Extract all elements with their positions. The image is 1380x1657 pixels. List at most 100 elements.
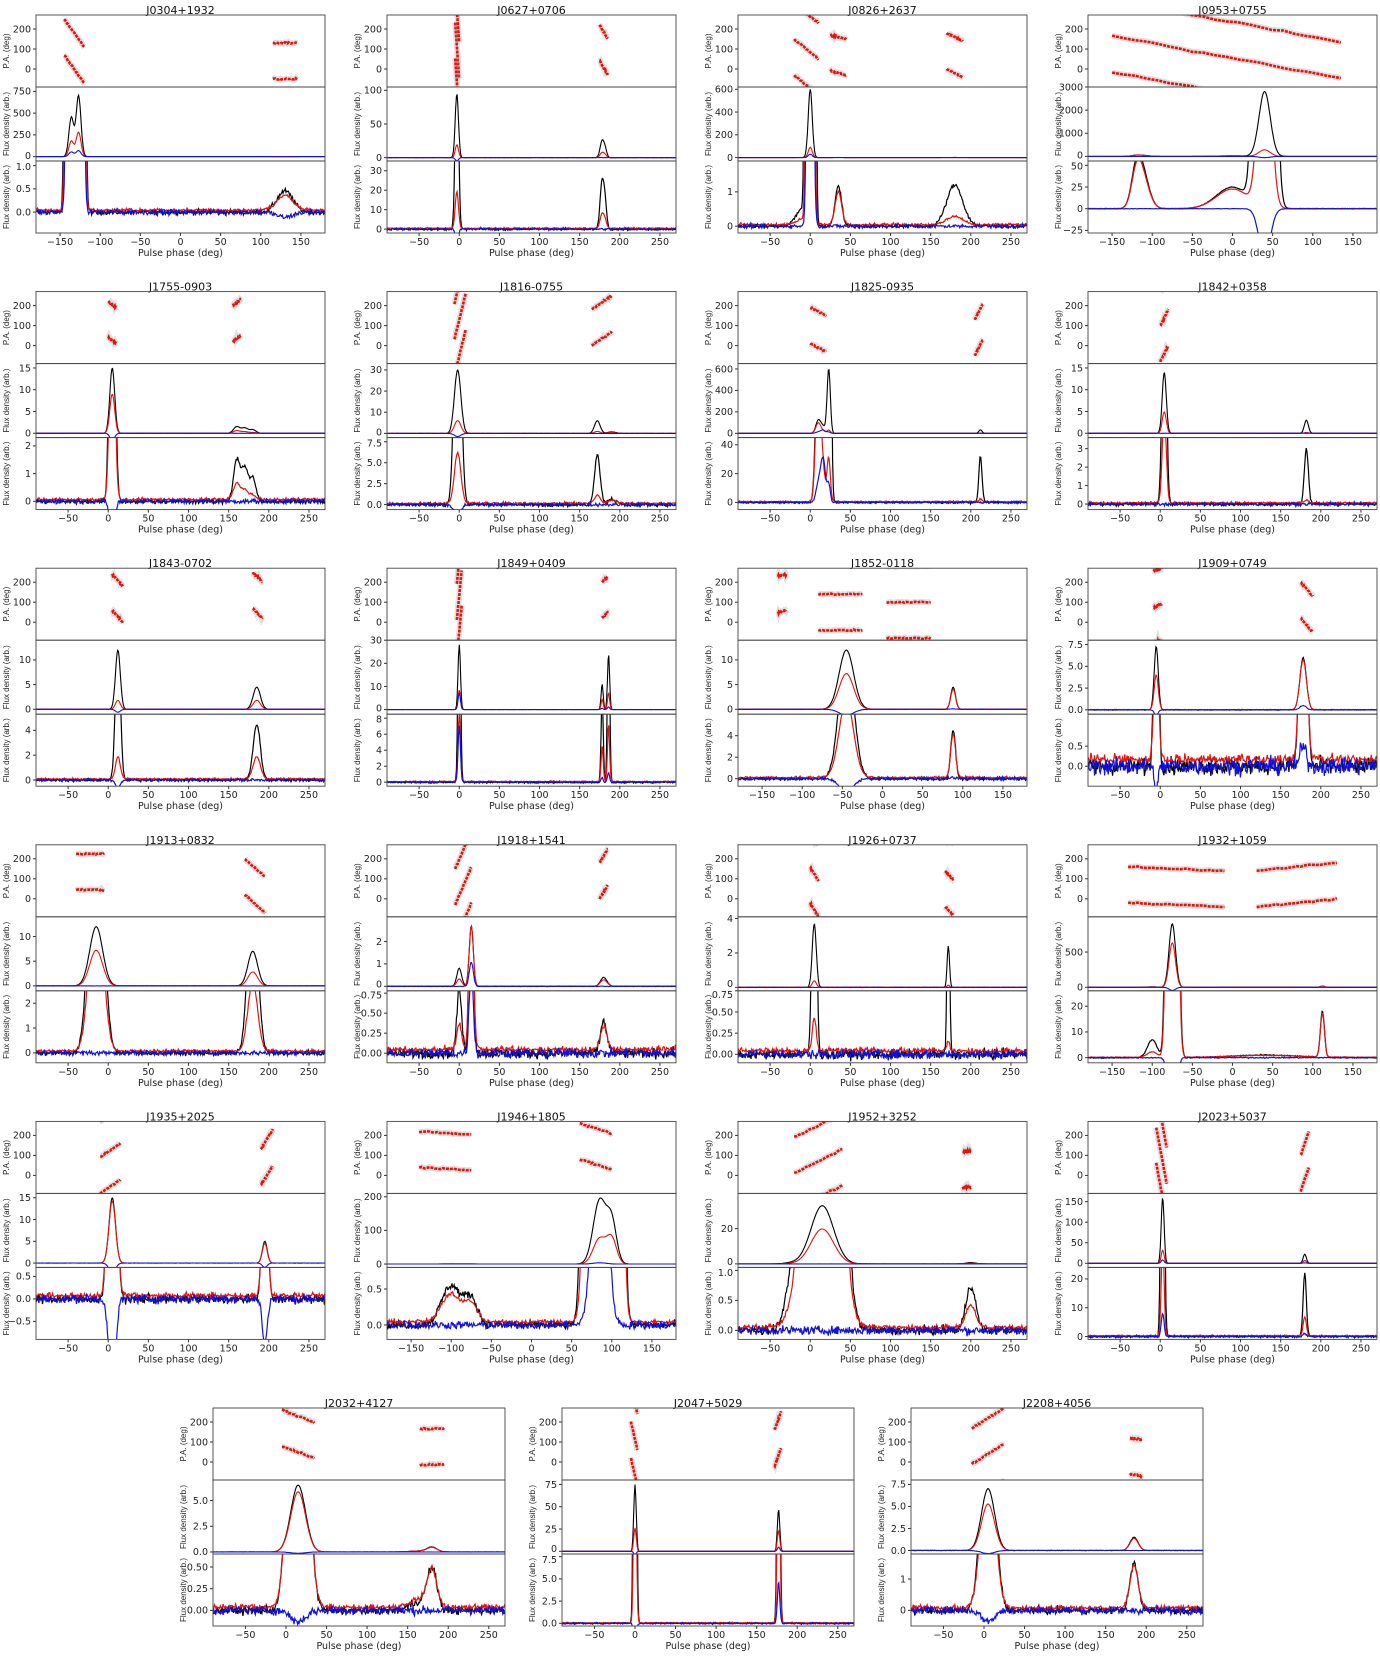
x-tick-label: 200 [611,237,629,248]
x-tick-label: 150 [922,514,940,525]
y-tick-label: 0.25 [712,1029,733,1040]
linear-polarization-line [387,144,676,159]
pa-scatter [808,267,986,358]
y-tick-label: 1 [25,469,31,480]
flux-zoom-axis-label: Flux density (arb.) [2,718,11,782]
pa-distribution [946,844,955,848]
y-tick-label: 0 [727,1257,733,1268]
flux-zoom-axis-label: Flux density (arb.) [1054,718,1063,782]
x-tick-label: 250 [300,1067,318,1078]
stokes-i-line [387,369,676,435]
x-tick-label: 50 [1194,1343,1206,1354]
x-tick-label: −50 [760,1067,780,1078]
y-tick-label: 10 [19,655,31,666]
pa-scatter [791,15,966,87]
x-tick-label: −50 [1182,1067,1202,1078]
pa-scatter [109,568,265,626]
pa-point-series [244,858,266,878]
x-tick-label: −50 [58,1343,78,1354]
panel-title: J1842+0358 [1197,281,1266,294]
flux-profile-zoom [738,714,1027,787]
y-tick-label: 0 [727,979,733,990]
pa-tick-label: 0 [25,894,31,905]
pa-distribution [778,538,786,541]
stokes-i-line [911,1488,1203,1552]
x-axis-label: Pulse phase (deg) [489,1078,574,1089]
panel-title: J2032+4127 [324,1397,393,1410]
flux-profile-zoom [36,161,325,221]
pa-distribution [602,540,608,546]
x-axis-label: Pulse phase (deg) [1190,525,1275,536]
circular-polarization-line [387,226,676,233]
x-tick-label: 0 [1229,237,1235,248]
circular-polarization-line [911,1604,1203,1625]
x-tick-label: 100 [530,237,548,248]
y-tick-label: 7.5 [367,438,382,449]
circular-polarization-line [562,1580,854,1626]
y-tick-label: 0 [1077,1259,1083,1270]
panel-title: J0627+0706 [496,4,565,17]
axes-frame [35,916,326,992]
y-tick-label: 20 [370,386,382,397]
pa-tick-label: 200 [364,301,382,312]
y-tick-label: 30 [370,166,382,177]
axes-frame [1087,639,1378,715]
linear-polarization-line [1088,659,1377,711]
pa-tick-label: 200 [364,578,382,589]
flux-profile-zoom [36,990,325,1059]
y-tick-label: 5 [25,957,31,968]
y-tick-label: 1 [727,187,733,198]
pulsar-panel-J1946+1805: J1946+1805 0 100 200 0.0 0.5 0 100 200 −150 −100 −5… [353,1110,677,1365]
y-tick-label: 0.0 [367,1320,382,1331]
y-tick-label: 500 [1065,947,1083,958]
pa-tick-label: 0 [202,1457,208,1468]
x-tick-label: 150 [292,237,310,248]
x-tick-label: 100 [530,514,548,525]
flux-zoom-axis-label: Flux density (arb.) [2,994,11,1058]
pa-point-series [1128,1472,1143,1480]
linear-polarization-line [738,673,1027,710]
flux-zoom-axis-label: Flux density (arb.) [704,1271,713,1335]
pa-tick-label: 100 [13,598,31,609]
flux-axis-label: Flux density (arb.) [2,645,11,709]
stokes-i-line [387,94,676,159]
panel-title: J1843-0702 [148,557,212,570]
stokes-i-line [562,1554,854,1626]
flux-axis-label: Flux density (arb.) [353,92,362,156]
pa-tick-label: 200 [13,578,31,589]
pa-point-series [99,1178,122,1194]
x-tick-label: 0 [879,790,885,801]
x-tick-label: 200 [611,514,629,525]
pa-point-series [63,54,86,84]
x-tick-label: −50 [409,514,429,525]
panel-title: J2208+4056 [1022,1397,1091,1410]
pa-distribution [975,267,983,283]
y-tick-label: 0 [376,224,382,235]
circular-polarization-line [36,161,325,221]
x-tick-label: −50 [1182,237,1202,248]
circular-polarization-line [738,1324,1027,1337]
x-tick-label: −50 [760,237,780,248]
pulsar-panel-J2032+4127: J2032+4127 0.0 2.5 5.0 0.00 0.25 0.50 0 100 200 −5… [179,1397,506,1652]
x-tick-label: 150 [571,1067,589,1078]
y-tick-label: 50 [545,1502,557,1513]
flux-profile [36,649,325,713]
axes-frame [1087,713,1378,787]
pa-point-series [775,1377,782,1394]
pa-scatter [452,844,611,917]
y-tick-label: 10 [370,408,382,419]
y-tick-label: 2.5 [1068,683,1083,694]
pa-scatter [1111,15,1342,87]
pa-point-series [945,835,953,842]
pa-point-series [602,540,608,546]
stokes-i-line [1088,91,1377,157]
pa-tick-label: 200 [1065,301,1083,312]
x-tick-label: 0 [105,1067,111,1078]
pa-tick-label: 100 [13,874,31,885]
x-tick-label: −50 [58,1067,78,1078]
axes-frame [1087,291,1378,365]
pa-point-series [793,74,811,87]
pa-point-series [600,0,608,4]
linear-polarization-line [36,393,325,434]
